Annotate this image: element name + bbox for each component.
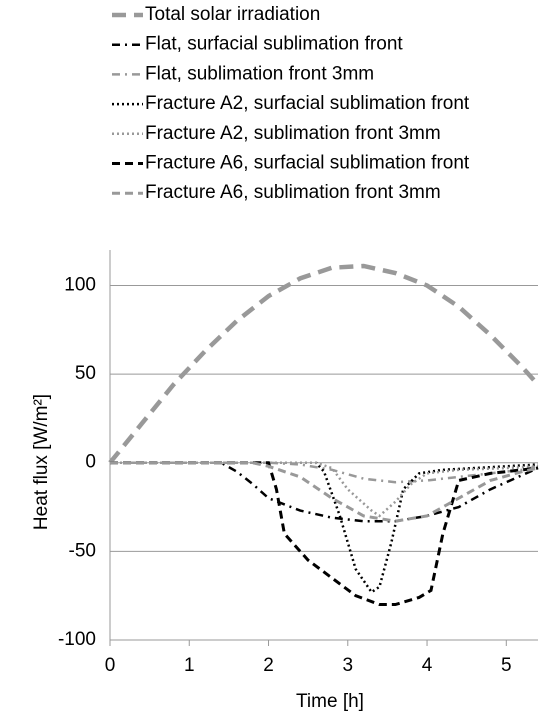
y-tick-label: -100 [58, 629, 96, 650]
x-tick-label: 5 [501, 655, 512, 676]
x-tick-label: 4 [422, 655, 433, 676]
series-line [110, 461, 539, 518]
series-line [110, 461, 539, 607]
x-tick-label: 2 [263, 655, 274, 676]
legend-label: Fracture A6, surfacial sublimation front [145, 153, 470, 174]
legend-label: Flat, sublimation front 3mm [145, 63, 374, 84]
x-tick-label: 0 [105, 655, 116, 676]
legend-label: Flat, surfacial sublimation front [145, 34, 403, 55]
series-line [110, 461, 539, 484]
series-line [108, 263, 540, 465]
x-tick-label: 3 [342, 655, 353, 676]
y-tick-label: 50 [75, 363, 96, 384]
y-tick-label: -50 [69, 540, 96, 561]
legend-label: Fracture A2, surfacial sublimation front [145, 93, 470, 114]
y-tick-label: 100 [64, 274, 96, 295]
y-axis-label: Heat flux [W/m²] [31, 394, 52, 530]
x-axis-label: Time [h] [296, 691, 364, 712]
y-tick-label: 0 [85, 452, 96, 473]
legend-label: Total solar irradiation [145, 4, 320, 25]
series-line [110, 461, 539, 594]
x-tick-label: 1 [184, 655, 195, 676]
series-line [110, 461, 539, 523]
legend-label: Fracture A6, sublimation front 3mm [145, 182, 441, 203]
legend-label: Fracture A2, sublimation front 3mm [145, 123, 441, 144]
series-line [110, 461, 539, 523]
